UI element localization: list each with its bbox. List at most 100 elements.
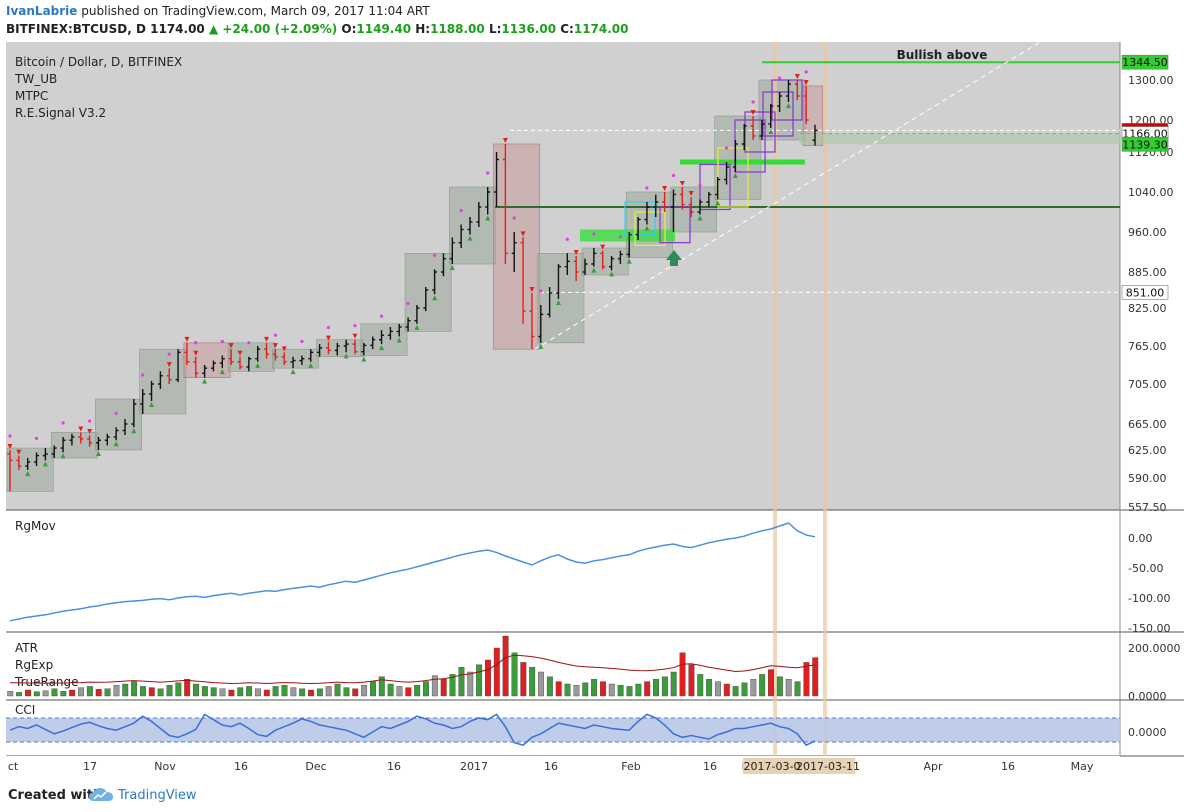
x-tick-label: 16 — [387, 760, 401, 773]
buy-arrow — [538, 343, 544, 349]
atr-bar — [148, 687, 155, 697]
atr-bar — [476, 664, 483, 697]
buy-arrow — [768, 129, 774, 134]
buy-arrow — [732, 173, 738, 178]
atr-bar — [210, 687, 217, 697]
signal-dot — [353, 324, 357, 328]
legend-entry-3: R.E.Signal V3.2 — [15, 106, 106, 120]
y-tick-label: 1300.00 — [1128, 74, 1174, 87]
atr-bar — [467, 671, 474, 697]
atr-bar — [193, 683, 199, 697]
atr-tick-label: 200.0000 — [1128, 642, 1181, 655]
signal-dot — [565, 237, 569, 241]
signal-dot — [592, 232, 596, 236]
atr-bar — [723, 683, 730, 697]
sell-arrow — [803, 80, 809, 85]
low-value: 1136.00 — [501, 22, 557, 36]
signal-dot — [618, 235, 622, 239]
signal-box — [95, 398, 142, 451]
signal-dot — [326, 325, 331, 330]
atr-bar — [272, 686, 279, 697]
atr-bar — [750, 679, 757, 697]
sell-arrow — [750, 110, 756, 115]
date-label-bg — [743, 758, 855, 774]
atr-bar — [785, 679, 792, 697]
buy-arrow — [449, 265, 455, 270]
price-label-box — [1121, 54, 1169, 70]
signal-dot — [141, 373, 145, 377]
signal-dot — [167, 352, 171, 356]
atr-bar — [626, 686, 633, 697]
sell-arrow — [662, 186, 668, 191]
buy-arrow — [95, 451, 101, 456]
buy-arrow — [42, 461, 48, 467]
tradingview-cloud-icon — [89, 788, 113, 801]
date-marker-line — [773, 42, 777, 756]
atr-bar — [661, 676, 668, 697]
high-value: 1188.00 — [430, 22, 485, 36]
atr-bar — [458, 667, 465, 697]
buy-signal-arrow — [666, 250, 682, 266]
atr-bar — [599, 681, 606, 697]
atr-bar — [653, 679, 659, 697]
chart-canvas[interactable]: Bullish above Bitcoin / Dollar, D, BITFIN… — [0, 42, 1184, 778]
atr-bar — [803, 662, 810, 697]
pattern-box — [771, 79, 803, 121]
signal-dot — [804, 70, 808, 74]
sell-arrow — [78, 426, 84, 432]
atr-bar — [440, 679, 447, 697]
buy-arrow — [25, 471, 31, 476]
buy-arrow — [555, 300, 561, 305]
sell-arrow — [281, 346, 287, 352]
atr-bar — [546, 676, 553, 697]
atr-bar — [201, 686, 208, 697]
sell-arrow — [272, 343, 278, 349]
sell-arrow — [16, 449, 22, 455]
pattern-box — [634, 211, 666, 246]
signal-dot — [34, 436, 39, 440]
atr-bar — [263, 689, 270, 697]
sell-arrow — [573, 250, 579, 255]
y-tick-label: 825.00 — [1128, 302, 1167, 315]
atr-bar — [529, 667, 536, 697]
atr-bar — [131, 681, 138, 697]
ohlc-line: BITFINEX:BTCUSD, D 1174.00 ▲ +24.00 (+2.… — [6, 22, 629, 36]
sell-arrow — [264, 336, 270, 342]
signal-dot — [114, 411, 118, 415]
signal-box — [449, 186, 496, 265]
rgmov-title: RgMov — [15, 519, 56, 533]
pattern-box — [659, 206, 691, 244]
signal-dot — [724, 146, 729, 150]
buy-arrow — [255, 362, 261, 368]
footer: Created with TradingView — [0, 778, 1184, 812]
legend-entry-1: TW_UB — [14, 72, 57, 86]
open-value: 1149.40 — [356, 22, 412, 36]
pattern-box — [744, 111, 776, 153]
pattern-box — [762, 91, 794, 137]
signal-box — [581, 247, 629, 276]
atr-bar — [33, 691, 40, 697]
tradingview-brand[interactable]: TradingView — [118, 788, 197, 803]
atr-bar — [484, 659, 491, 697]
buy-arrow — [219, 369, 225, 375]
atr-bar — [16, 692, 23, 697]
sell-arrow — [166, 362, 172, 368]
x-tick-label: 2017 — [460, 760, 488, 773]
y-tick-label: 665.00 — [1128, 418, 1167, 431]
sell-arrow — [237, 350, 243, 356]
date-label-b: 2017-03-11 — [796, 760, 860, 773]
atr-bar — [679, 652, 686, 697]
signal-dot — [88, 419, 92, 423]
buy-arrow — [644, 225, 650, 231]
buy-arrow — [113, 441, 119, 447]
x-tick-label: 16 — [1001, 760, 1015, 773]
atr-bar — [431, 675, 438, 697]
atr-pane-bg — [6, 632, 1120, 700]
author-link[interactable]: IvanLabrie — [6, 4, 78, 18]
atr-bar — [449, 674, 456, 697]
buy-arrow — [591, 267, 597, 273]
atr-bar — [564, 683, 571, 697]
sell-arrow — [688, 191, 694, 196]
close-label: C: — [560, 22, 574, 36]
signal-dot — [698, 183, 702, 188]
